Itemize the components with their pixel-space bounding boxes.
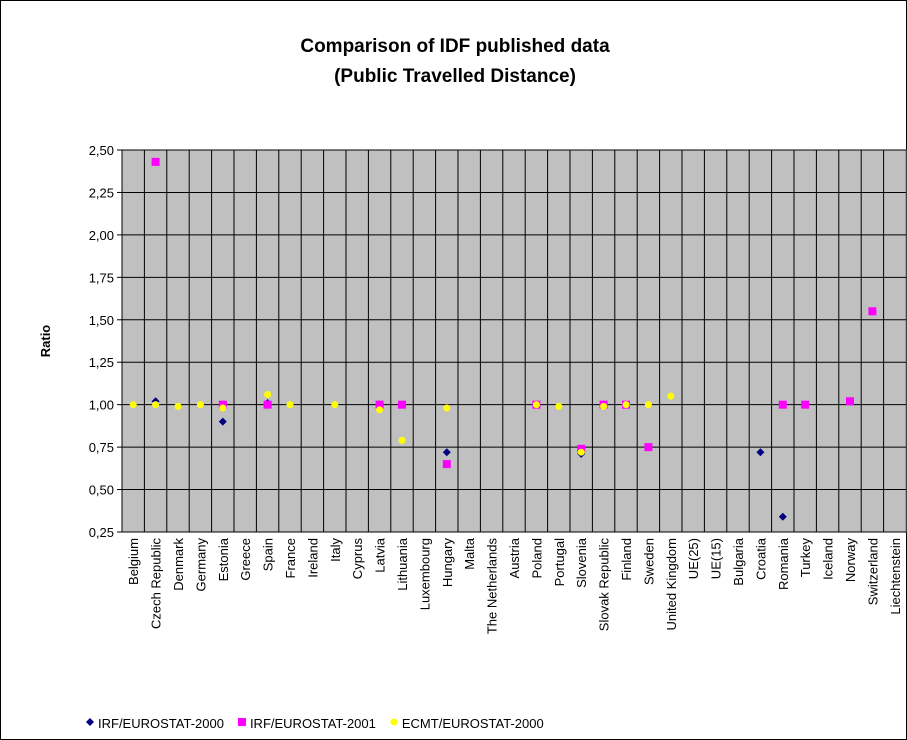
x-tick-label: UE(15) [709,538,724,579]
y-tick-label: 1,25 [89,355,114,370]
x-tick-label: Bulgaria [731,537,746,585]
x-tick-label: Slovak Republic [597,538,612,632]
point [151,157,160,166]
x-tick-label: Germany [193,538,208,592]
y-tick-label: 1,75 [89,270,114,285]
x-tick-label: Greece [238,538,253,581]
point [263,400,272,409]
x-tick-label: Hungary [440,538,455,588]
point [600,402,608,410]
point [644,443,653,452]
x-tick-label: Austria [507,537,522,578]
x-tick-label: Finland [619,538,634,581]
point [398,400,406,409]
point [398,436,406,444]
x-tick-label: Denmark [171,538,186,591]
point [219,404,227,412]
x-tick-label: Ireland [305,538,320,578]
legend-item: ECMT/EUROSTAT-2000 [390,716,544,731]
x-tick-label: Lithuania [395,537,410,591]
legend-label: IRF/EUROSTAT-2001 [250,716,376,731]
point [846,397,854,406]
point [331,401,339,409]
point [442,460,451,469]
legend-label: ECMT/EUROSTAT-2000 [402,716,544,731]
point [756,448,765,457]
x-tick-label: Latvia [373,537,388,572]
point [375,400,384,409]
x-tick-label: Estonia [216,537,231,581]
point [152,401,160,409]
x-tick-label: UE(25) [686,538,701,579]
x-tick-label: Italy [328,538,343,562]
x-tick-label: Slovenia [574,537,589,588]
point [442,448,451,457]
x-tick-label: Belgium [126,538,141,585]
point [555,402,563,410]
x-tick-label: Poland [529,538,544,578]
x-tick-label: Czech Republic [149,538,164,630]
x-tick-label: Liechtenstein [888,538,903,615]
point [174,402,182,410]
legend-item: IRF/EUROSTAT-2000 [86,716,224,731]
legend-marker [237,718,246,726]
x-tick-label: Switzerland [865,538,880,605]
x-tick-label: Cyprus [350,538,365,580]
legend-marker [86,718,94,726]
point [667,392,675,400]
point [622,401,630,409]
x-tick-label: Norway [843,538,858,583]
point [218,417,227,426]
x-tick-label: Romania [776,537,791,590]
point [129,401,137,409]
point [376,406,384,414]
y-tick-label: 2,00 [89,228,114,243]
y-tick-label: 1,50 [89,313,114,328]
x-tick-label: Portugal [552,538,567,587]
legend-swatch [237,718,246,726]
legend-label: IRF/EUROSTAT-2000 [98,716,224,731]
x-tick-label: The Netherlands [485,538,500,635]
y-tick-label: 2,25 [89,185,114,200]
point [801,400,810,409]
y-tick-label: 0,50 [89,483,114,498]
legend-swatch [390,718,398,726]
point [577,448,585,456]
x-tick-label: Iceland [821,538,836,580]
x-tick-label: Spain [261,538,276,571]
legend-swatch [86,718,94,726]
x-tick-label: Turkey [798,538,813,578]
point [868,307,877,316]
point [264,390,272,398]
y-tick-label: 1,00 [89,398,114,413]
y-tick-label: 2,50 [89,143,114,158]
point [443,404,451,412]
legend-marker [390,718,398,726]
x-tick-label: Croatia [753,537,768,580]
point [196,401,204,409]
x-tick-label: Luxembourg [417,538,432,610]
legend-item: IRF/EUROSTAT-2001 [237,716,376,731]
chart-title: Comparison of IDF published data [300,36,610,57]
x-tick-label: Malta [462,537,477,570]
plot-area [121,149,907,533]
x-tick-label: France [283,538,298,578]
point [532,401,540,409]
chart-title: (Public Travelled Distance) [334,66,576,87]
x-tick-label: United Kingdom [664,538,679,631]
point [644,401,652,409]
y-tick-label: 0,25 [89,525,114,540]
x-tick-label: Sweden [641,538,656,585]
y-tick-label: 0,75 [89,440,114,455]
point [778,400,787,409]
point [778,512,787,521]
point [286,401,294,409]
y-axis-label: Ratio [38,325,53,358]
